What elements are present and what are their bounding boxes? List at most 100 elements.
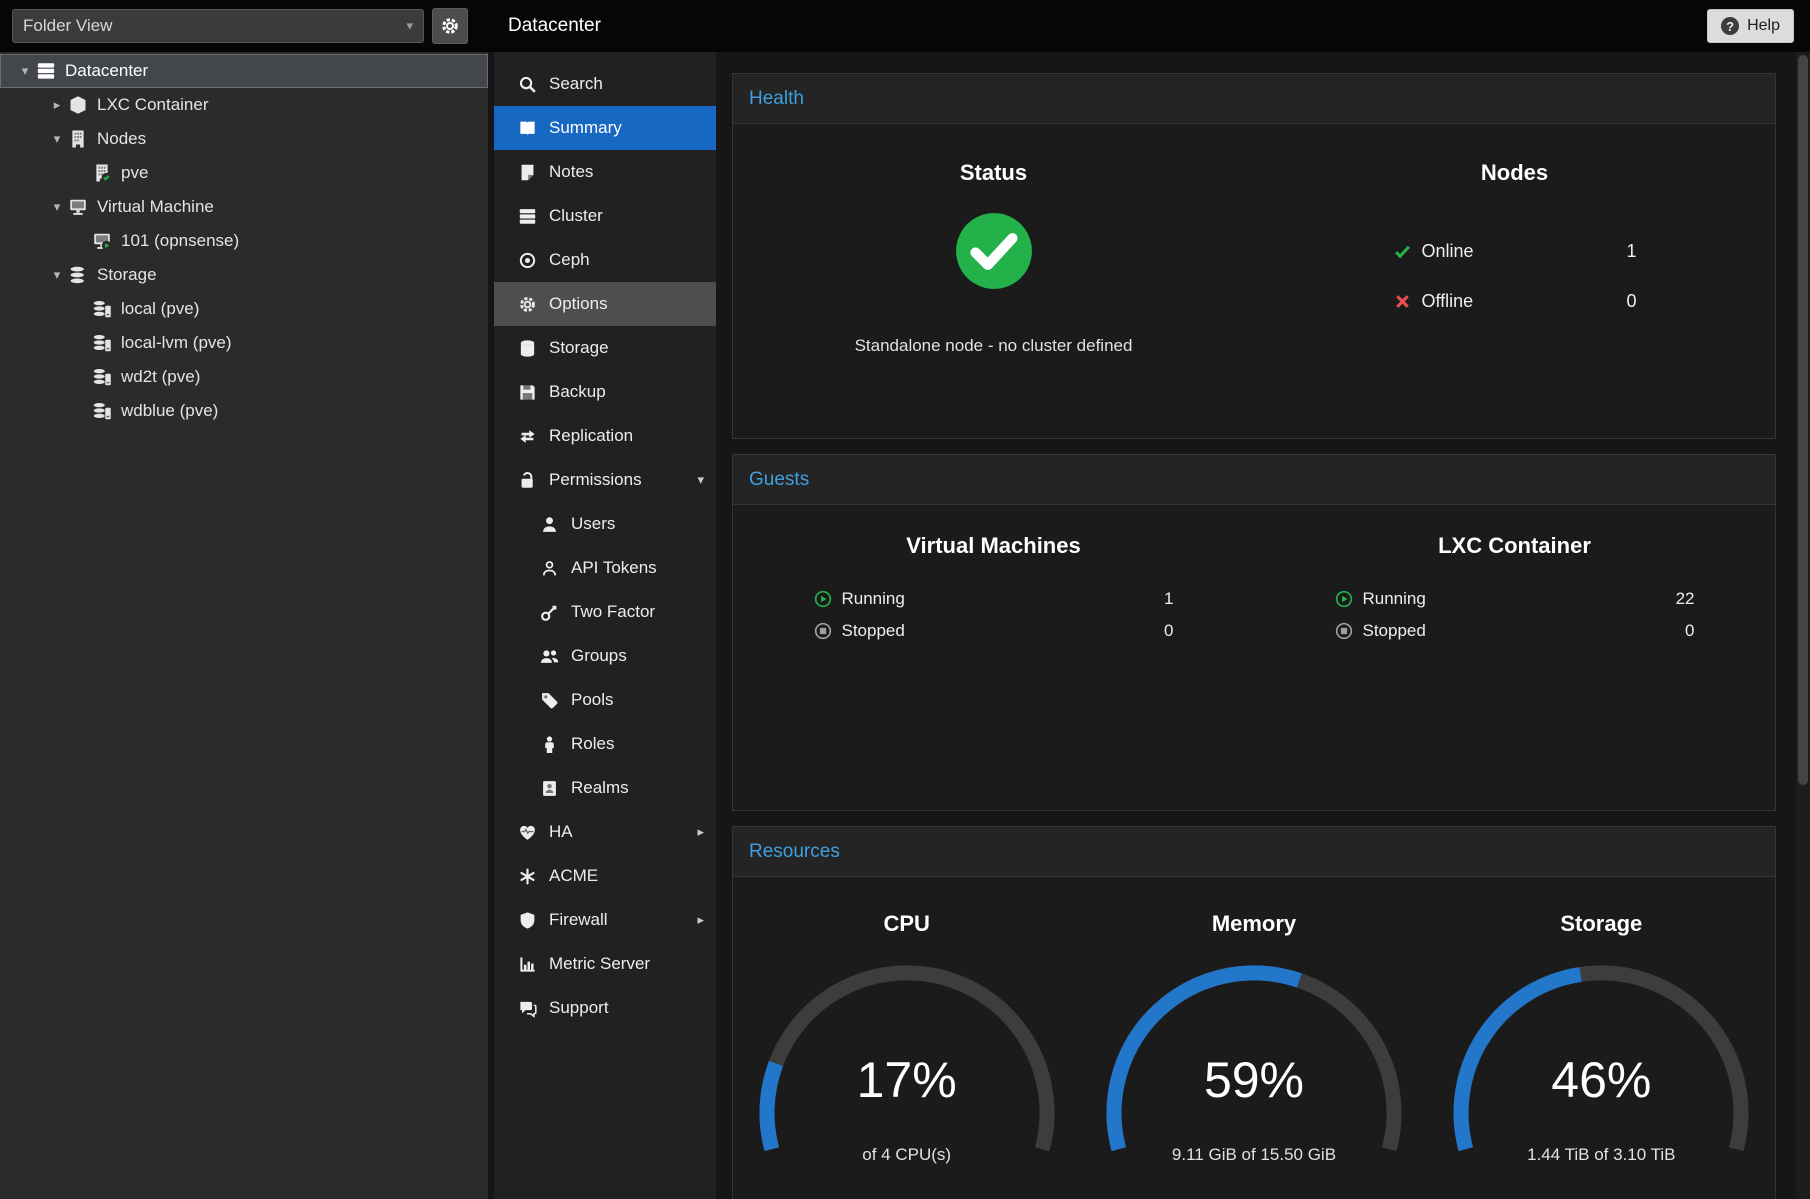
gauge-storage: Storage 46% 1.44 TiB of 3.10 TiB — [1428, 911, 1775, 1199]
gauge-detail: 9.11 GiB of 15.50 GiB — [1171, 1145, 1337, 1164]
vm-stopped-value: 0 — [1164, 621, 1174, 640]
shield-icon — [518, 911, 537, 930]
gear-icon — [440, 16, 460, 36]
tree-item-label: 101 (opnsense) — [121, 231, 240, 250]
tree-item-local-pve[interactable]: local (pve) — [0, 292, 488, 326]
tree-item-101-opnsense[interactable]: 101 (opnsense) — [0, 224, 488, 258]
menu-item-backup[interactable]: Backup — [494, 370, 716, 414]
idcard-icon — [540, 779, 559, 798]
menu-item-storage[interactable]: Storage — [494, 326, 716, 370]
menu-item-two-factor[interactable]: Two Factor — [494, 590, 716, 634]
menu-item-metric-server[interactable]: Metric Server — [494, 942, 716, 986]
tree-item-pve[interactable]: pve — [0, 156, 488, 190]
tree-item-nodes[interactable]: ▾ Nodes — [0, 122, 488, 156]
menu-item-label: Notes — [549, 162, 594, 181]
server-icon — [36, 61, 56, 81]
menu-item-notes[interactable]: Notes — [494, 150, 716, 194]
menu-item-ha[interactable]: HA ▸ — [494, 810, 716, 854]
vm-running-value: 1 — [1164, 589, 1174, 608]
disk-drive-icon — [92, 333, 112, 353]
unlock-icon — [518, 471, 537, 490]
question-icon: ? — [1721, 17, 1740, 35]
tree-item-local-lvm-pve[interactable]: local-lvm (pve) — [0, 326, 488, 360]
panel-splitter[interactable] — [488, 52, 494, 1199]
lxc-stopped-label: Stopped — [1362, 621, 1426, 640]
tree-item-label: Virtual Machine — [97, 197, 214, 216]
chart-icon — [518, 955, 537, 974]
view-mode-label: Folder View — [23, 16, 113, 35]
gauge-percent: 59% — [1203, 1052, 1305, 1108]
menu-item-firewall[interactable]: Firewall ▸ — [494, 898, 716, 942]
health-status-column: Status Standalone node - no cluster defi… — [733, 124, 1254, 438]
collapse-arrow-icon[interactable]: ▾ — [53, 199, 61, 214]
menu-item-users[interactable]: Users — [494, 502, 716, 546]
status-heading: Status — [959, 160, 1028, 185]
view-mode-select[interactable]: Folder View ▾ — [12, 9, 424, 43]
topbar: Folder View ▾ Datacenter ? Help — [0, 0, 1810, 52]
lxc-running-label: Running — [1362, 589, 1426, 608]
guests-panel-title: Guests — [749, 468, 810, 490]
collapse-arrow-icon[interactable]: ▾ — [53, 267, 61, 282]
lxc-running-value: 22 — [1675, 589, 1695, 608]
vm-stopped-row: Stopped 0 — [814, 615, 1174, 647]
scrollbar-thumb[interactable] — [1798, 55, 1808, 785]
nodes-heading: Nodes — [1480, 160, 1549, 185]
note-icon — [518, 163, 537, 182]
gauge-arc: 17% — [737, 953, 1077, 1165]
menu-item-api-tokens[interactable]: API Tokens — [494, 546, 716, 590]
user-icon — [540, 515, 559, 534]
menu-item-permissions[interactable]: Permissions ▾ — [494, 458, 716, 502]
menu-item-label: Backup — [549, 382, 606, 401]
collapse-arrow-icon[interactable]: ▾ — [21, 63, 29, 78]
page-title: Datacenter — [508, 15, 601, 36]
heart-icon — [518, 823, 537, 842]
gauge-memory: Memory 59% 9.11 GiB of 15.50 GiB — [1080, 911, 1427, 1199]
menu-item-realms[interactable]: Realms — [494, 766, 716, 810]
gauge-arc: 59% — [1084, 953, 1424, 1165]
lxc-running-row: Running 22 — [1335, 583, 1695, 615]
lxc-heading: LXC Container — [1438, 533, 1591, 558]
disk-drive-icon — [92, 367, 112, 387]
gear-icon — [518, 295, 537, 314]
tree-item-label: LXC Container — [97, 95, 209, 114]
tree-item-wd2t-pve[interactable]: wd2t (pve) — [0, 360, 488, 394]
menu-item-groups[interactable]: Groups — [494, 634, 716, 678]
building-check-icon — [92, 163, 112, 183]
menu-item-ceph[interactable]: Ceph — [494, 238, 716, 282]
tree-item-storage[interactable]: ▾ Storage — [0, 258, 488, 292]
menu-item-pools[interactable]: Pools — [494, 678, 716, 722]
menu-item-options[interactable]: Options — [494, 282, 716, 326]
menu-item-summary[interactable]: Summary — [494, 106, 716, 150]
cube-icon — [68, 95, 88, 115]
help-button[interactable]: ? Help — [1707, 9, 1794, 43]
scrollbar[interactable] — [1796, 52, 1810, 1199]
online-value: 1 — [1626, 240, 1637, 261]
tag-icon — [540, 691, 559, 710]
menu-item-label: Two Factor — [571, 602, 656, 621]
menu-item-label: Firewall — [549, 910, 608, 929]
lxc-stopped-value: 0 — [1685, 621, 1695, 640]
health-panel: Health Status Standalone node - no clust… — [732, 73, 1776, 439]
menu-item-acme[interactable]: ACME — [494, 854, 716, 898]
tree-item-wdblue-pve[interactable]: wdblue (pve) — [0, 394, 488, 428]
database-icon — [518, 339, 537, 358]
menu-item-label: Metric Server — [549, 954, 651, 973]
menu-item-roles[interactable]: Roles — [494, 722, 716, 766]
tree-item-label: wdblue (pve) — [121, 401, 219, 420]
guests-vm-column: Virtual Machines Running 1 Stopped 0 — [733, 505, 1254, 810]
tree-item-lxc-container[interactable]: ▸ LXC Container — [0, 88, 488, 122]
collapse-arrow-icon[interactable]: ▾ — [53, 131, 61, 146]
resources-panel-title: Resources — [749, 840, 840, 862]
chevron-down-icon: ▾ — [406, 18, 413, 33]
menu-item-search[interactable]: Search — [494, 62, 716, 106]
expand-arrow-icon[interactable]: ▸ — [53, 97, 61, 112]
tree-settings-button[interactable] — [432, 8, 468, 44]
tree-item-datacenter[interactable]: ▾ Datacenter — [0, 54, 488, 88]
help-button-label: Help — [1747, 17, 1780, 34]
menu-item-replication[interactable]: Replication — [494, 414, 716, 458]
online-label: Online — [1421, 240, 1474, 261]
menu-item-cluster[interactable]: Cluster — [494, 194, 716, 238]
menu-item-label: Options — [549, 294, 608, 313]
tree-item-virtual-machine[interactable]: ▾ Virtual Machine — [0, 190, 488, 224]
menu-item-support[interactable]: Support — [494, 986, 716, 1030]
